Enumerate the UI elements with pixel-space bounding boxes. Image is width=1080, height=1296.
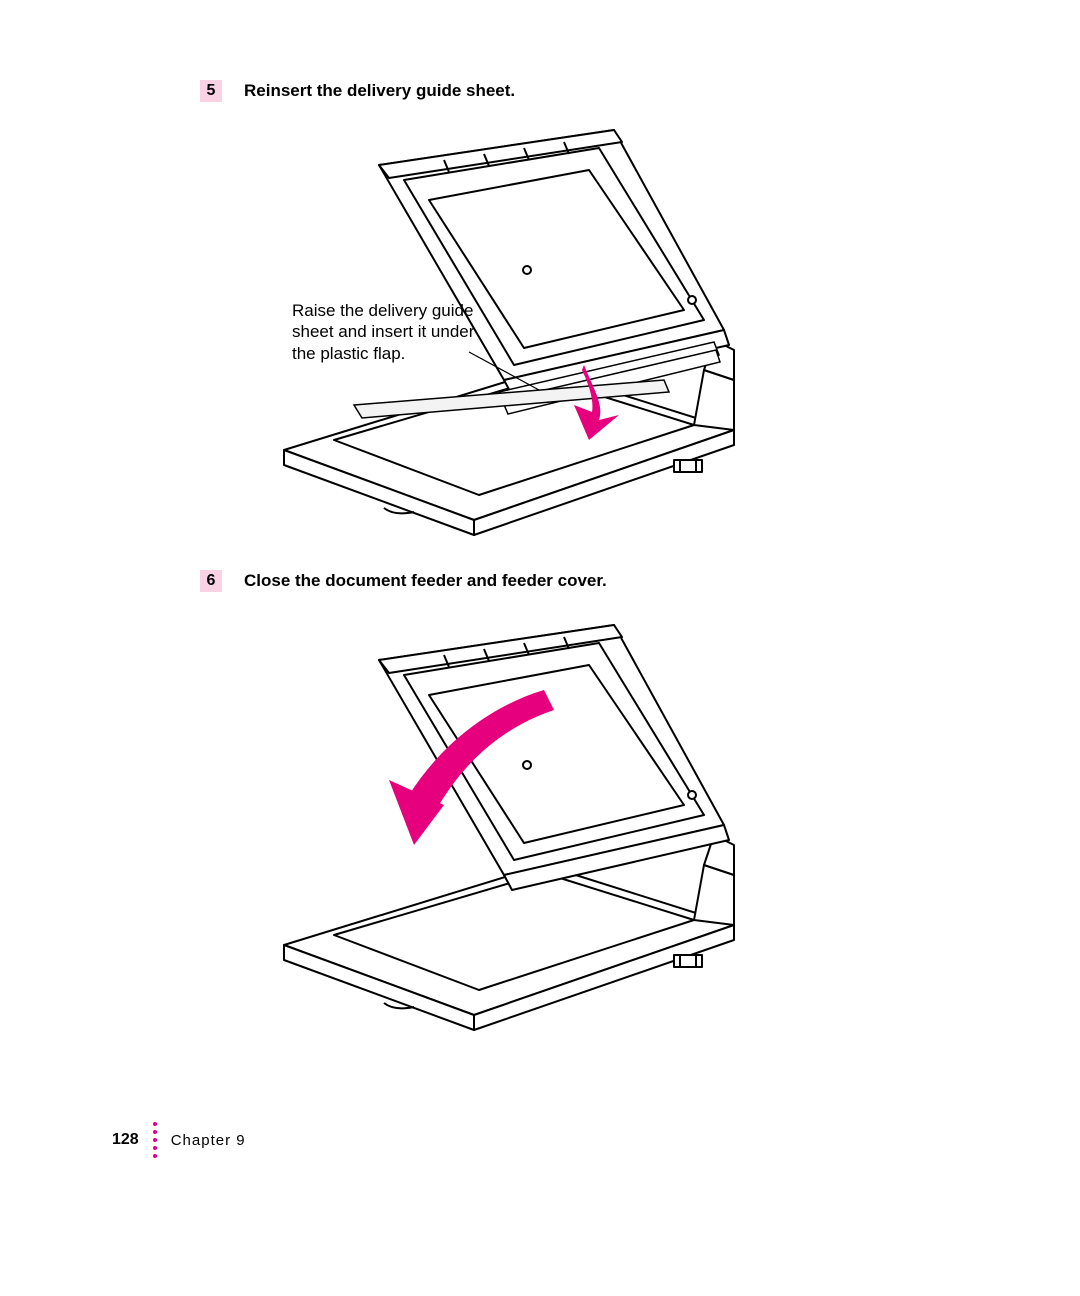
chapter-label: Chapter 9 — [171, 1132, 246, 1149]
scanner-closing-illustration — [244, 610, 764, 1040]
callout-delivery-guide: Raise the delivery guide sheet and inser… — [292, 300, 492, 364]
page-footer: 128 Chapter 9 — [112, 1122, 246, 1158]
step-number-badge: 6 — [200, 570, 222, 592]
page-number: 128 — [112, 1131, 139, 1149]
step-number-text: 5 — [207, 82, 216, 100]
step-6: 6 Close the document feeder and feeder c… — [200, 570, 920, 592]
step-number-badge: 5 — [200, 80, 222, 102]
footer-dots-icon — [153, 1122, 157, 1158]
figure-step-6 — [244, 610, 920, 1040]
step-title: Reinsert the delivery guide sheet. — [244, 80, 515, 102]
step-number-text: 6 — [207, 572, 216, 590]
figure-step-5: Raise the delivery guide sheet and inser… — [244, 120, 920, 540]
step-5: 5 Reinsert the delivery guide sheet. — [200, 80, 920, 102]
step-title: Close the document feeder and feeder cov… — [244, 570, 607, 592]
